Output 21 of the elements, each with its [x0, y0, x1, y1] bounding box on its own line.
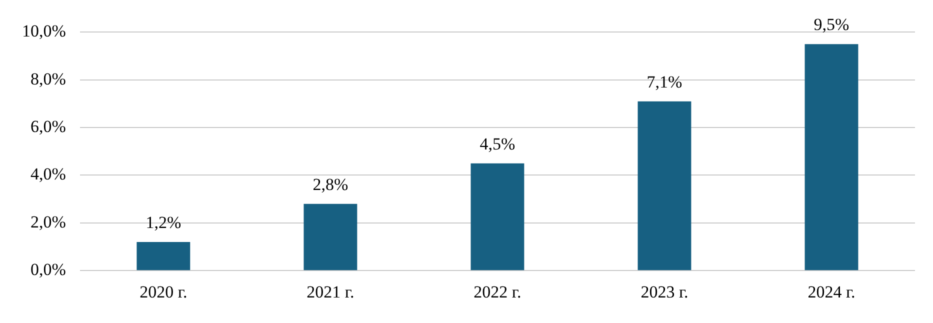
- x-tick-label: 2022 г.: [474, 282, 522, 302]
- data-label: 1,2%: [146, 212, 182, 232]
- x-tick-label: 2023 г.: [640, 282, 688, 302]
- x-tick-label: 2024 г.: [808, 282, 856, 302]
- data-label: 4,5%: [480, 134, 516, 154]
- bar: [638, 101, 692, 270]
- x-tick-label: 2020 г.: [140, 282, 188, 302]
- x-tick-label: 2021 г.: [306, 282, 354, 302]
- bar: [470, 163, 524, 270]
- y-tick-label: 6,0%: [30, 117, 66, 136]
- y-tick-label: 10,0%: [22, 22, 66, 41]
- data-label: 9,5%: [814, 15, 850, 34]
- data-label: 7,1%: [646, 72, 682, 92]
- y-tick-label: 0,0%: [30, 260, 66, 280]
- bar: [136, 242, 190, 270]
- y-tick-label: 2,0%: [30, 212, 66, 232]
- y-tick-label: 8,0%: [30, 69, 66, 88]
- bar: [304, 204, 358, 270]
- data-label: 2,8%: [312, 174, 348, 194]
- y-tick-label: 4,0%: [30, 164, 66, 184]
- bar: [804, 44, 858, 270]
